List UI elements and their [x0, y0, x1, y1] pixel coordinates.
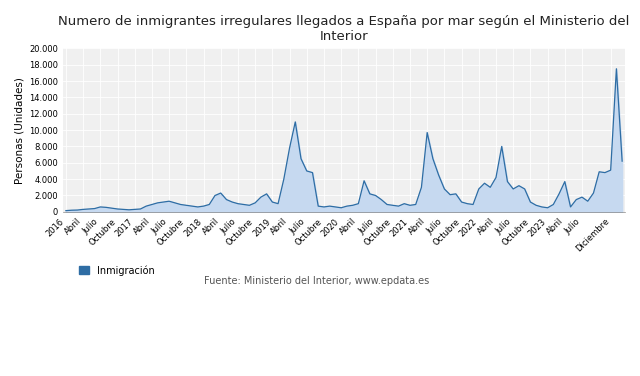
- Text: Fuente: Ministerio del Interior, www.epdata.es: Fuente: Ministerio del Interior, www.epd…: [204, 276, 429, 285]
- Title: Numero de inmigrantes irregulares llegados a España por mar según el Ministerio : Numero de inmigrantes irregulares llegad…: [58, 15, 630, 43]
- Y-axis label: Personas (Unidades): Personas (Unidades): [15, 77, 25, 183]
- Legend: Inmigración: Inmigración: [79, 265, 154, 276]
